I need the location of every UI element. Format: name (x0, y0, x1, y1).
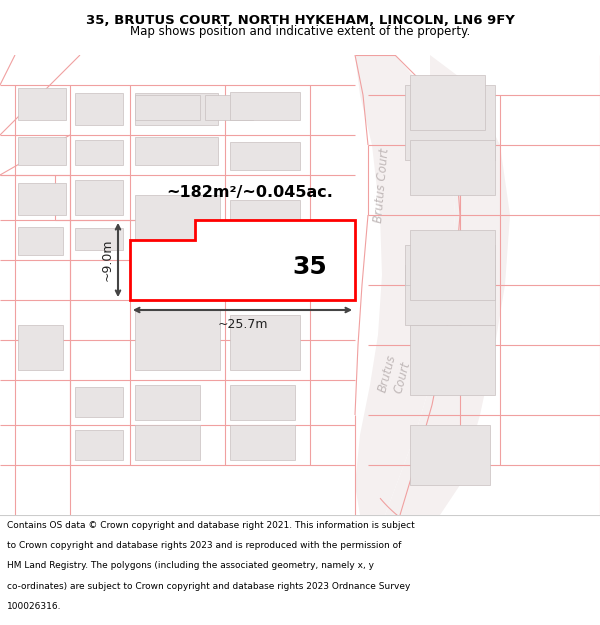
Bar (230, 142, 300, 170)
Polygon shape (355, 55, 455, 515)
Text: Brutus
Court: Brutus Court (376, 352, 413, 398)
Bar (405, 245, 495, 285)
Text: Map shows position and indicative extent of the property.: Map shows position and indicative extent… (130, 26, 470, 39)
Bar (135, 137, 218, 165)
Bar (410, 425, 490, 485)
Bar (135, 195, 220, 255)
Text: ~25.7m: ~25.7m (217, 318, 268, 331)
Text: ~9.0m: ~9.0m (101, 239, 114, 281)
Text: 100026316.: 100026316. (7, 602, 62, 611)
Text: 35, BRUTUS COURT, NORTH HYKEHAM, LINCOLN, LN6 9FY: 35, BRUTUS COURT, NORTH HYKEHAM, LINCOLN… (86, 14, 514, 27)
Bar (205, 95, 253, 120)
Bar (135, 385, 200, 420)
Bar (135, 310, 220, 370)
Text: Brutus Court: Brutus Court (372, 147, 392, 223)
Bar (230, 425, 295, 460)
Text: co-ordinates) are subject to Crown copyright and database rights 2023 Ordnance S: co-ordinates) are subject to Crown copyr… (7, 581, 410, 591)
Bar (230, 200, 300, 255)
Bar (18, 137, 66, 165)
Text: 35: 35 (293, 255, 328, 279)
Bar (135, 95, 200, 120)
Bar (75, 140, 123, 165)
Bar (75, 228, 123, 250)
Polygon shape (385, 55, 510, 515)
Text: ~182m²/~0.045ac.: ~182m²/~0.045ac. (167, 185, 334, 200)
Bar (410, 325, 495, 395)
Bar (18, 183, 66, 215)
Polygon shape (130, 220, 355, 300)
Text: Contains OS data © Crown copyright and database right 2021. This information is : Contains OS data © Crown copyright and d… (7, 521, 415, 529)
Bar (18, 325, 63, 370)
Bar (405, 85, 495, 160)
Bar (410, 140, 495, 195)
Bar (18, 88, 66, 120)
Bar (230, 92, 300, 120)
Bar (75, 180, 123, 215)
Bar (135, 425, 200, 460)
Bar (135, 93, 218, 125)
Bar (75, 387, 123, 417)
Bar (410, 75, 485, 130)
Bar (410, 230, 495, 300)
Bar (18, 227, 63, 255)
Bar (405, 265, 495, 325)
Text: to Crown copyright and database rights 2023 and is reproduced with the permissio: to Crown copyright and database rights 2… (7, 541, 401, 550)
Bar (230, 385, 295, 420)
Bar (75, 430, 123, 460)
Bar (75, 93, 123, 125)
Text: HM Land Registry. The polygons (including the associated geometry, namely x, y: HM Land Registry. The polygons (includin… (7, 561, 374, 570)
Bar (230, 315, 300, 370)
